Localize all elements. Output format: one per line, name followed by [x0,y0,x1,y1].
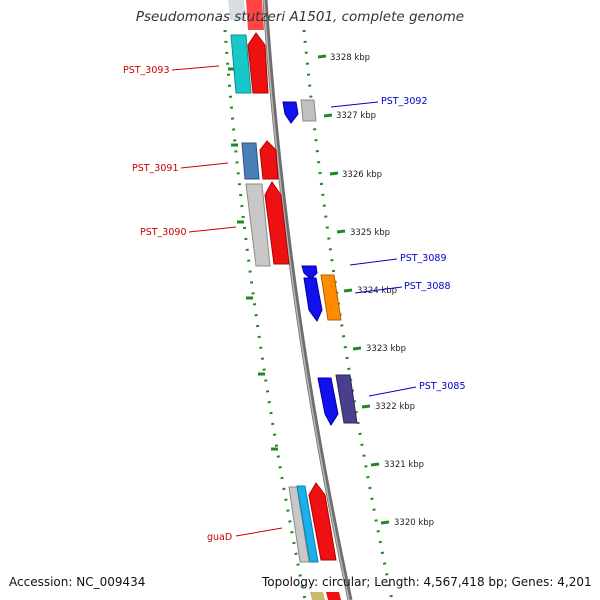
leader-lines [171,65,417,537]
gene-labels: PST_3093 PST_3091 PST_3090 guaD PST_3092… [123,65,466,543]
gene-guad-cyan [296,485,319,563]
gene-label-guad: guaD [207,532,232,543]
gene-label-pst3090: PST_3090 [140,227,187,238]
gene-label-pst3092: PST_3092 [381,96,428,107]
gene-guad-gray [288,486,310,563]
gene-pst3085-blue [317,377,339,426]
gene-pst3093 [247,32,269,94]
tick-mark-3323 [352,346,362,351]
tick-label-3327: 3327 kbp [336,111,376,121]
gene-bottom-tan [310,592,325,600]
tick-label-3326: 3326 kbp [342,170,382,180]
leader-pst3085 [368,386,417,397]
reverse-genes [282,99,358,426]
gene-guad [308,482,337,561]
tick-label-3321: 3321 kbp [384,460,424,470]
gene-pst3088-blue [303,277,323,322]
gene-pst3089 [301,265,318,280]
gene-bottom-red [326,592,341,600]
tick-mark-3325 [336,229,346,234]
accession-text: Accession: NC_009434 [9,575,146,589]
tick-label-3328: 3328 kbp [330,53,370,63]
tick-mark-3322 [361,404,371,409]
topology-text: Topology: circular; Length: 4,567,418 bp… [262,575,592,589]
gene-label-pst3089: PST_3089 [400,253,447,264]
tick-labels: 3328 kbp 3327 kbp 3326 kbp 3325 kbp 3324… [330,53,434,528]
gene-pst3092 [282,101,299,124]
gene-pst3085 [335,374,358,424]
leader-pst3092 [330,101,379,108]
tick-label-3322: 3322 kbp [375,402,415,412]
genome-backbone [262,0,353,600]
gene-pst3090-gray [245,183,271,267]
major-ticks [228,54,390,525]
gene-pst3092-gray [300,99,317,122]
gene-pst3088 [320,274,342,321]
tick-label-3323: 3323 kbp [366,344,406,354]
map-title: Pseudomonas stutzeri A1501, complete gen… [135,9,465,25]
gene-pst3091-steel [241,142,260,180]
gene-red-top [246,0,264,30]
leader-pst3091 [180,162,229,169]
gene-label-pst3091: PST_3091 [132,163,179,174]
tick-mark-3321 [370,462,380,467]
gene-cyan-top [230,34,252,94]
leader-pst3090 [188,226,237,233]
gene-label-pst3088: PST_3088 [404,281,451,292]
tick-mark-3327 [323,113,333,118]
tick-mark-3328 [317,54,327,59]
tick-label-3320: 3320 kbp [394,518,434,528]
gene-pst3091 [259,140,279,180]
tick-label-3325: 3325 kbp [350,228,390,238]
leader-guad [235,527,283,537]
gene-label-pst3085: PST_3085 [419,381,466,392]
tick-label-3324: 3324 kbp [357,286,397,296]
tick-mark-3324 [343,288,353,293]
tick-mark-3326 [329,171,339,176]
leader-pst3088 [354,286,403,294]
gene-ghost-top [228,0,246,20]
tick-mark-3320 [380,520,390,525]
gene-pst3090 [264,181,290,265]
leader-pst3089 [349,258,398,266]
leader-pst3093 [171,65,220,71]
forward-genes [228,0,341,600]
gene-label-pst3093: PST_3093 [123,65,170,76]
